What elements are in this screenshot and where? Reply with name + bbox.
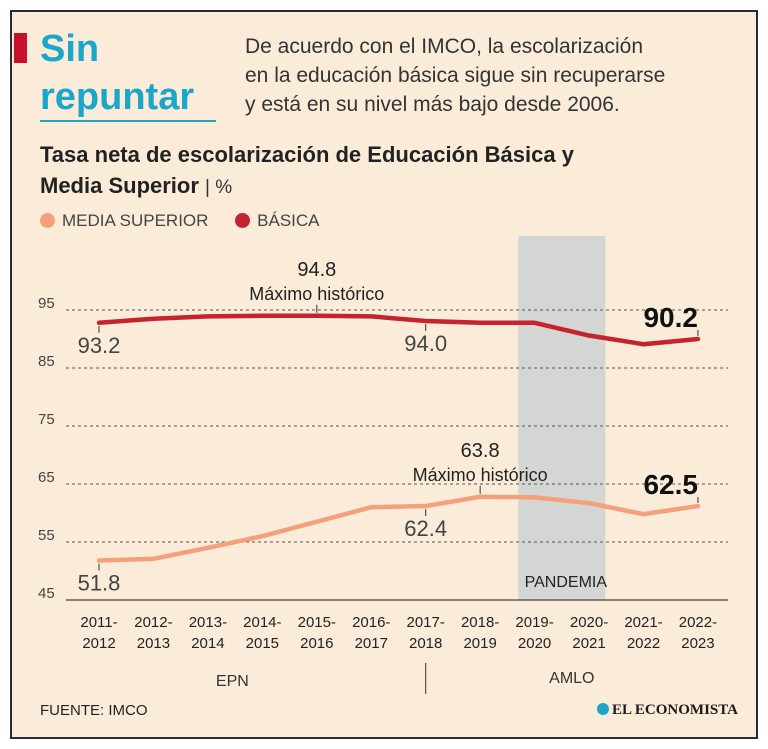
x-tick-2018-2019-end: 2019 <box>463 635 496 652</box>
brand-logo: EL ECONOMISTA <box>597 702 738 719</box>
period-label-amlo: AMLO <box>549 670 594 687</box>
annotation-note-media-superior: Máximo histórico <box>413 465 548 485</box>
headline-line-1: Sin <box>40 28 100 70</box>
x-tick-2020-2021-end: 2021 <box>572 635 605 652</box>
y-tick-85: 85 <box>38 353 55 370</box>
dek-line-1: De acuerdo con el IMCO, la escolarizació… <box>245 35 644 58</box>
y-tick-45: 45 <box>38 585 55 602</box>
chart-title-line-2: Media Superior | % <box>40 173 233 198</box>
x-tick-2020-2021-start: 2020- <box>570 614 608 631</box>
value-label-basica-11: 90.2 <box>643 302 698 333</box>
value-label-basica-0: 93.2 <box>78 333 121 358</box>
series-line-media-superior <box>96 494 701 563</box>
x-tick-2016-2017-start: 2016- <box>352 614 390 631</box>
chart-legend: MEDIA SUPERIOR BÁSICA <box>40 211 342 231</box>
y-tick-95: 95 <box>38 295 55 312</box>
y-tick-65: 65 <box>38 469 55 486</box>
x-tick-2012-2013-start: 2012- <box>134 614 172 631</box>
legend-label-media-superior: MEDIA SUPERIOR <box>62 211 209 230</box>
x-tick-2011-2012-end: 2012 <box>82 635 115 652</box>
x-tick-2017-2018-end: 2018 <box>409 635 442 652</box>
x-tick-2021-2022-end: 2022 <box>627 635 660 652</box>
series-line-basica <box>96 313 701 347</box>
source-note: FUENTE: IMCO <box>40 702 148 719</box>
x-tick-2018-2019-start: 2018- <box>461 614 499 631</box>
x-tick-2021-2022-start: 2021- <box>624 614 662 631</box>
headline-line-2: repuntar <box>40 76 195 118</box>
x-tick-2022-2023-start: 2022- <box>679 614 717 631</box>
x-tick-2019-2020-end: 2020 <box>518 635 551 652</box>
pandemic-shade <box>518 236 606 600</box>
annotation-value-basica: 94.8 <box>297 259 336 281</box>
value-label-media-superior-0: 51.8 <box>78 571 121 596</box>
chart-unit: | % <box>205 177 233 198</box>
x-tick-2022-2023-end: 2023 <box>681 635 714 652</box>
value-label-media-superior-11: 62.5 <box>643 469 698 500</box>
period-label-epn: EPN <box>216 673 249 690</box>
chart-title-line-1: Tasa neta de escolarización de Educación… <box>40 142 574 167</box>
dek-line-2: en la educación básica sigue sin recuper… <box>245 64 666 87</box>
red-accent-tab <box>14 33 27 63</box>
legend-label-basica: BÁSICA <box>257 211 320 230</box>
y-tick-55: 55 <box>38 527 55 544</box>
legend-swatch-basica <box>235 213 251 228</box>
x-tick-2011-2012-start: 2011- <box>80 614 117 631</box>
chart-title-line-2-text: Media Superior <box>40 173 199 198</box>
pandemic-label: PANDEMIA <box>525 574 608 591</box>
headline-underline <box>40 120 216 122</box>
x-tick-2019-2020-start: 2019- <box>515 614 553 631</box>
brand-icon <box>597 703 609 715</box>
x-tick-2016-2017-end: 2017 <box>355 635 388 652</box>
x-tick-2012-2013-end: 2013 <box>137 635 170 652</box>
x-tick-2015-2016-start: 2015- <box>298 614 336 631</box>
legend-swatch-media-superior <box>40 213 55 228</box>
x-tick-2014-2015-end: 2015 <box>246 635 279 652</box>
x-tick-2014-2015-start: 2014- <box>243 614 281 631</box>
value-label-basica-6: 94.0 <box>404 331 447 356</box>
annotation-value-media-superior: 63.8 <box>461 440 500 462</box>
value-label-media-superior-6: 62.4 <box>404 516 447 541</box>
dek-line-3: y está en su nivel más bajo desde 2006. <box>245 93 620 116</box>
x-tick-2013-2014-start: 2013- <box>189 614 227 631</box>
x-tick-2015-2016-end: 2016 <box>300 635 333 652</box>
y-tick-75: 75 <box>38 411 55 428</box>
legend-item-media-superior: MEDIA SUPERIOR <box>40 211 208 231</box>
brand-name: EL ECONOMISTA <box>612 702 738 718</box>
x-tick-2013-2014-end: 2014 <box>191 635 224 652</box>
infographic-card <box>10 10 758 739</box>
annotation-note-basica: Máximo histórico <box>249 284 384 304</box>
legend-item-basica: BÁSICA <box>235 211 320 231</box>
x-tick-2017-2018-start: 2017- <box>407 614 445 631</box>
